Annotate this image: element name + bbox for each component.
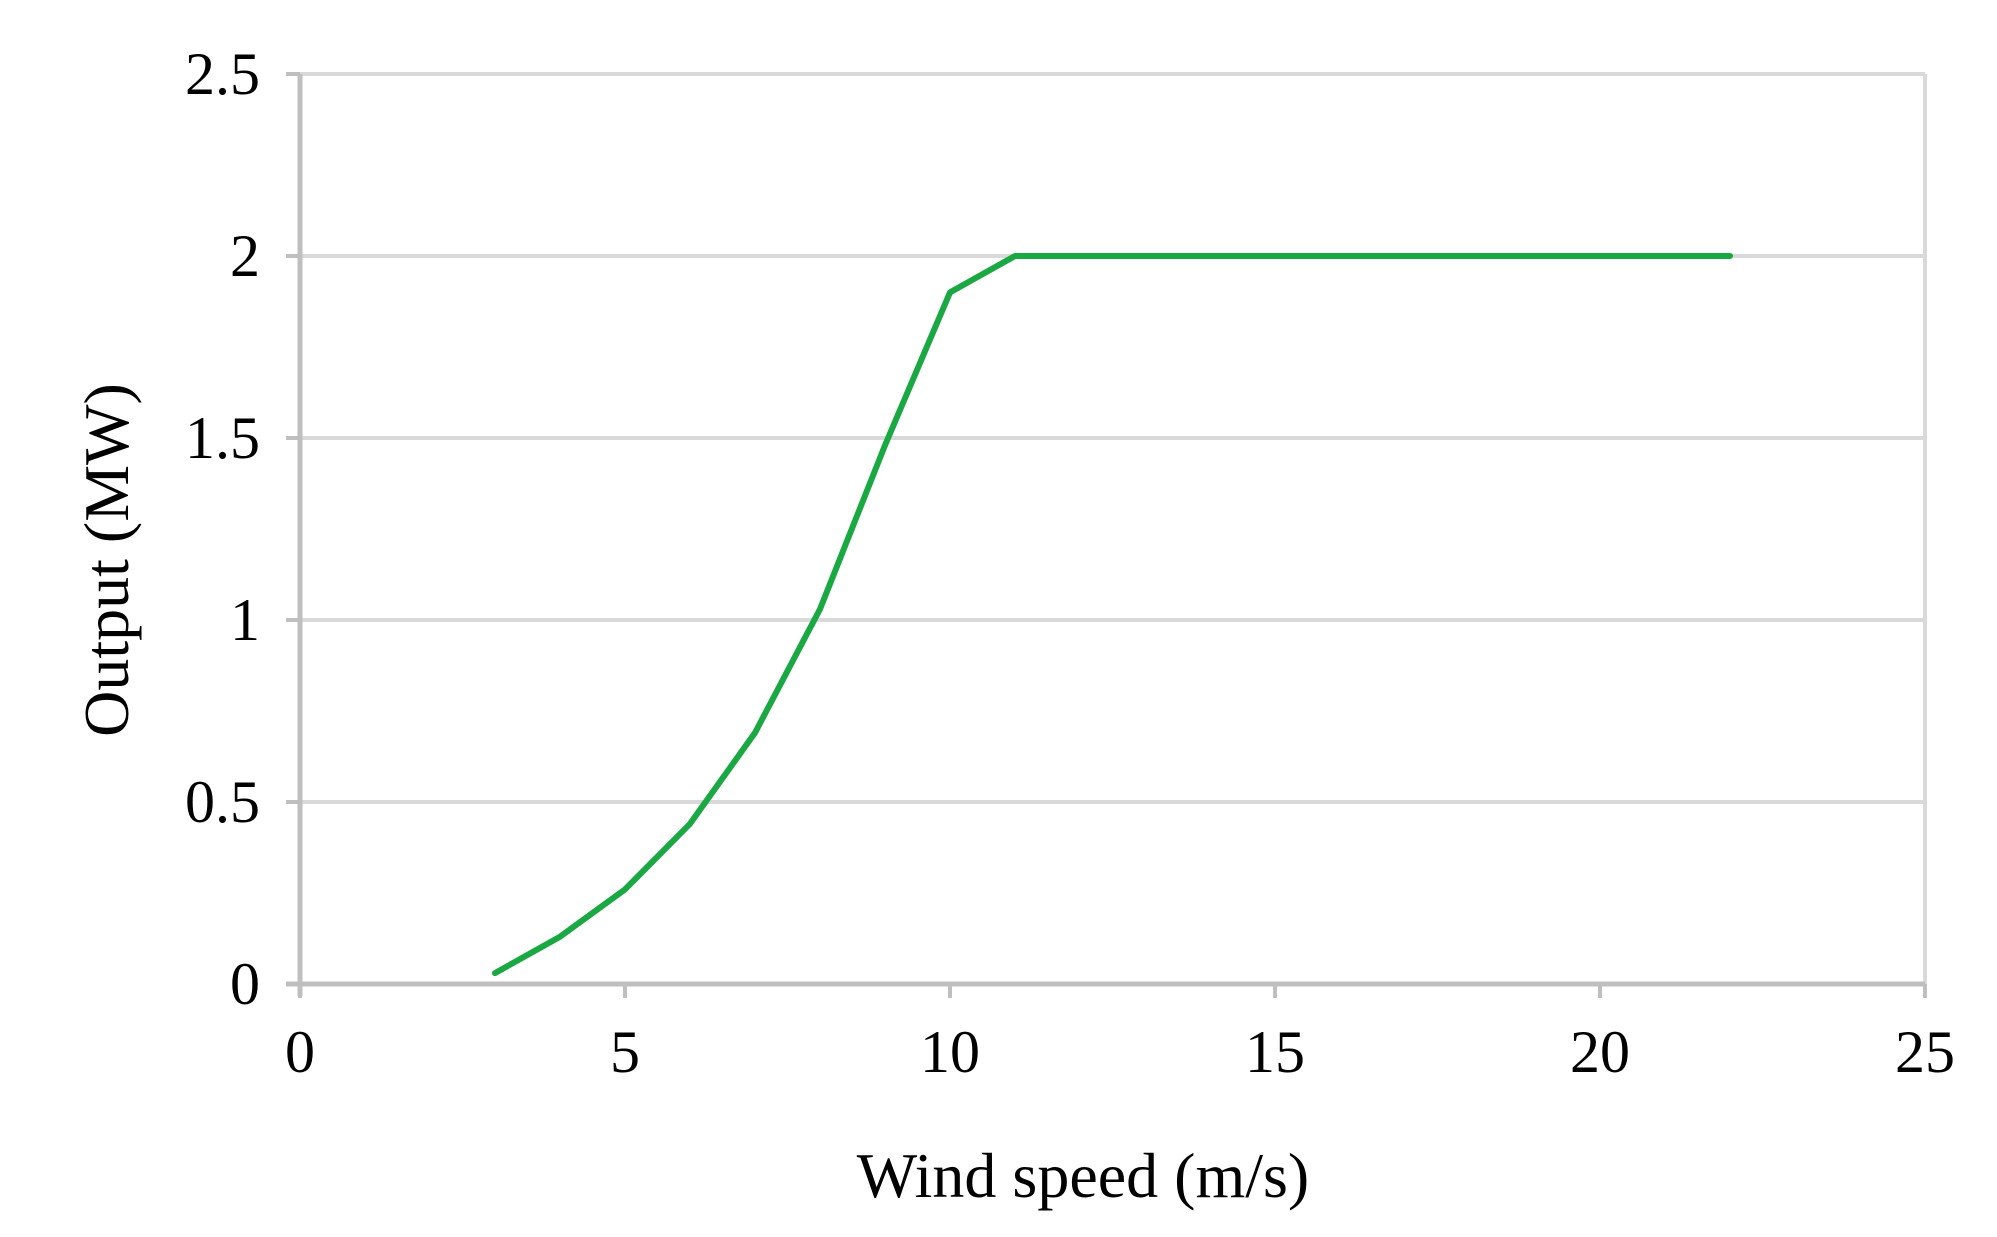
x-tick-label: 0 [285,1019,315,1085]
x-tick-label: 15 [1245,1019,1305,1085]
y-tick-label: 1 [230,587,260,653]
y-tick-label: 0.5 [185,769,260,835]
x-tick-label: 25 [1895,1019,1955,1085]
x-axis-title: Wind speed (m/s) [857,1140,1309,1211]
x-tick-label: 5 [610,1019,640,1085]
y-axis-title: Output (MW) [71,383,142,737]
axes [286,72,1927,998]
y-tick-label: 1.5 [185,405,260,471]
grid-lines [300,72,1927,984]
y-tick-label: 2.5 [185,41,260,107]
series-line [492,253,1733,977]
x-tick-label: 10 [920,1019,980,1085]
x-tick-label: 20 [1570,1019,1630,1085]
series-layer [492,253,1733,977]
y-tick-label: 0 [230,951,260,1017]
y-tick-label: 2 [230,223,260,289]
tick-labels: 0 0.5 1 1.5 2 2.5 0 5 10 15 20 25 [185,41,1955,1085]
